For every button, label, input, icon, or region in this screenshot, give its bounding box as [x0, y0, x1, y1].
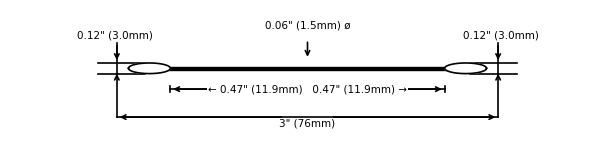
- Text: 0.12" (3.0mm): 0.12" (3.0mm): [77, 31, 152, 41]
- Text: 0.12" (3.0mm): 0.12" (3.0mm): [463, 31, 538, 41]
- Polygon shape: [128, 63, 170, 74]
- Text: ← 0.47" (11.9mm)   0.47" (11.9mm) →: ← 0.47" (11.9mm) 0.47" (11.9mm) →: [208, 84, 407, 94]
- Polygon shape: [445, 63, 487, 74]
- Text: 0.06" (1.5mm) ø: 0.06" (1.5mm) ø: [265, 21, 350, 31]
- Text: 3" (76mm): 3" (76mm): [280, 119, 335, 129]
